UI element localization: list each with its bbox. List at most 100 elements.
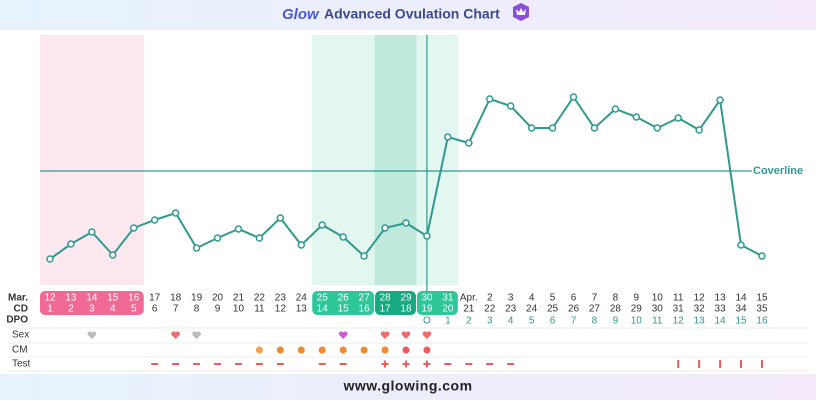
date-label: 21: [233, 293, 245, 304]
footer-text: www.glowing.com: [342, 378, 472, 394]
dpo-label: 14: [715, 316, 727, 327]
dpo-label: 10: [631, 316, 643, 327]
cd-label: 14: [317, 304, 329, 315]
date-label: 22: [254, 293, 266, 304]
temperature-point: [737, 241, 745, 249]
cd-label: 35: [756, 304, 768, 315]
date-label: 17: [149, 293, 161, 304]
date-label: 13: [65, 293, 77, 304]
cd-label: 16: [359, 304, 371, 315]
temperature-point: [297, 241, 306, 249]
header-title: Advanced Ovulation Chart: [324, 6, 500, 22]
cm-icon: [276, 346, 284, 354]
header-bar: [0, 0, 816, 30]
date-label: 13: [715, 293, 727, 304]
temperature-point: [46, 255, 54, 263]
temperature-point: [695, 126, 703, 134]
temperature-point: [485, 95, 494, 103]
cd-label: 15: [338, 304, 350, 315]
temperature-point: [339, 233, 347, 241]
dpo-label: 4: [508, 316, 514, 327]
sex-icon: [338, 331, 348, 339]
date-label: 2: [487, 293, 493, 304]
date-label: 25: [317, 293, 329, 304]
date-label: 4: [529, 293, 535, 304]
dpo-label: 12: [673, 316, 685, 327]
day-pill: [312, 291, 375, 315]
cd-label: 21: [463, 304, 475, 315]
date-label: 12: [44, 293, 56, 304]
icons: [87, 331, 763, 368]
date-label: 23: [275, 293, 287, 304]
date-label: 27: [359, 293, 371, 304]
sex-icon: [171, 331, 180, 339]
cm-icon: [360, 346, 368, 354]
dpo-label: 1: [445, 316, 451, 327]
footer-bar: [0, 374, 816, 400]
cd-label: 9: [215, 304, 221, 315]
temperature-point: [444, 133, 452, 141]
temperature-point: [67, 240, 75, 248]
dpo-label: 16: [756, 316, 768, 327]
cd-label: 31: [673, 304, 685, 315]
cd-label: 8: [194, 304, 200, 315]
cd-label: 4: [110, 304, 116, 315]
temperature-point: [192, 244, 201, 252]
dpo-label: 15: [735, 316, 747, 327]
backgrounds: [8, 35, 808, 372]
temperature-point: [318, 221, 326, 229]
cd-label: 25: [547, 304, 559, 315]
date-label: 10: [652, 293, 664, 304]
temperature-point: [632, 113, 641, 121]
dpo-label: 7: [571, 316, 577, 327]
cd-label: 5: [131, 304, 137, 315]
row-label: Mar.: [8, 293, 28, 304]
dpo-label: 8: [592, 316, 598, 327]
cd-label: 34: [735, 304, 747, 315]
row-label: Sex: [12, 330, 29, 341]
crown-icon: [513, 3, 529, 21]
cm-icon: [423, 346, 431, 354]
temperature-point: [234, 225, 243, 233]
dpo-label: O: [423, 316, 431, 327]
temperature-point: [569, 93, 578, 101]
cd-label: 13: [296, 304, 308, 315]
sex-icon: [87, 331, 97, 339]
temperature-point: [88, 228, 96, 236]
date-label: 20: [212, 293, 224, 304]
cd-label: 1: [47, 304, 53, 315]
date-label: 8: [613, 293, 619, 304]
dpo-label: 5: [529, 316, 535, 327]
date-label: 6: [571, 293, 577, 304]
date-label: 5: [550, 293, 556, 304]
cd-label: 30: [652, 304, 664, 315]
cd-label: 29: [631, 304, 643, 315]
period-band: [40, 35, 145, 285]
date-label: 29: [400, 293, 412, 304]
temperature-point: [548, 124, 557, 132]
temperature-point: [653, 124, 662, 132]
cd-label: 22: [484, 304, 496, 315]
dpo-label: 3: [487, 316, 493, 327]
cd-label: 11: [254, 304, 265, 315]
temperature-point: [674, 114, 682, 122]
dpo-label: 11: [652, 316, 663, 327]
date-label: 7: [592, 293, 598, 304]
date-label: Apr.: [460, 293, 478, 304]
date-label: 24: [296, 293, 308, 304]
date-label: 3: [508, 293, 514, 304]
temperature-point: [465, 139, 473, 147]
date-label: 14: [86, 293, 98, 304]
coverline-label: Coverline: [753, 165, 803, 177]
date-label: 16: [128, 293, 140, 304]
date-label: 12: [694, 293, 706, 304]
cm-icon: [297, 346, 305, 354]
cd-label: 10: [233, 304, 245, 315]
temperature-point: [150, 216, 159, 224]
day-pill: [375, 291, 416, 315]
date-label: 19: [191, 293, 203, 304]
cd-label: 28: [610, 304, 622, 315]
cd-label: 23: [505, 304, 517, 315]
temperature-point: [611, 105, 620, 113]
